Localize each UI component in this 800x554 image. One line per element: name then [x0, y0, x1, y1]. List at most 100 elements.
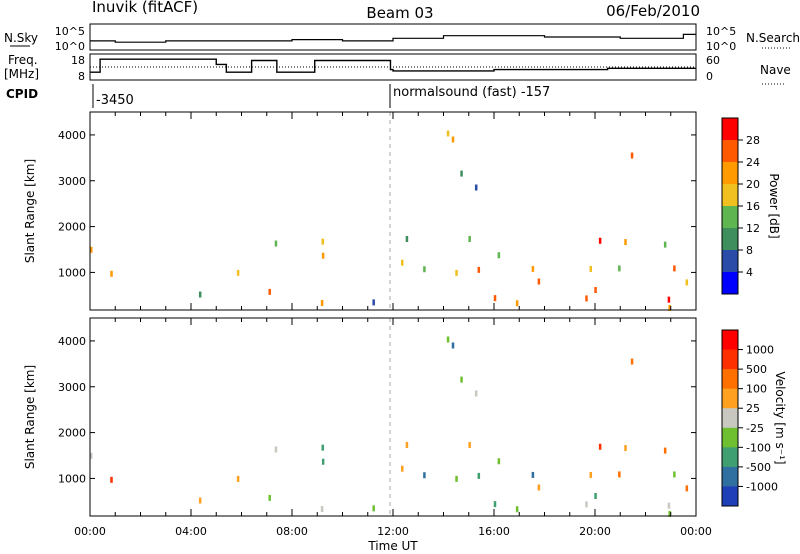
echo-cell — [663, 241, 667, 248]
colorbar-tick-label: 12 — [746, 222, 760, 235]
colorbar-tick-label: -1000 — [746, 480, 778, 493]
echo-cell — [585, 295, 588, 302]
echo-cell — [451, 342, 455, 349]
echo-cell — [274, 240, 278, 247]
power-colorbar-ticks: 28 24 20 16 12 8 4 — [738, 134, 760, 279]
beam-title: Beam 03 — [366, 4, 433, 22]
nsky-tick-high: 10^5 — [55, 25, 85, 38]
echo-cell — [531, 265, 535, 272]
x-axis-label: Time UT — [367, 539, 418, 553]
echo-cell — [537, 484, 541, 491]
echo-cell — [274, 446, 278, 453]
x-tick-label: 20:00 — [579, 525, 611, 538]
velocity-colorbar-ticks: 1000 500 100 25 -25 -100 -500 -1000 — [738, 344, 778, 493]
echo-cell — [400, 259, 404, 266]
echo-cell — [589, 265, 593, 272]
x-tick-label: 12:00 — [377, 525, 409, 538]
echo-cell — [594, 287, 597, 294]
power-y-label: Slant Range [km] — [23, 159, 37, 263]
echo-cell — [477, 472, 481, 479]
echo-cell — [321, 252, 325, 259]
colorbar-cell — [722, 408, 738, 429]
echo-cell — [268, 288, 271, 295]
colorbar-cell — [722, 349, 738, 370]
echo-cell — [668, 510, 671, 517]
echo-cell — [663, 447, 667, 454]
y-tick-label: 4000 — [58, 335, 86, 348]
echo-cell — [400, 465, 404, 472]
power-colorbar-cells — [722, 118, 738, 295]
echo-cell — [618, 265, 621, 272]
velocity-colorbar-cells — [722, 330, 738, 507]
cpid-row: CPID -3450 normalsound (fast) -157 — [6, 84, 550, 108]
echo-cell — [673, 265, 676, 272]
echo-cell — [667, 296, 671, 303]
nsky-label: N.Sky — [4, 31, 38, 45]
colorbar-cell — [722, 272, 738, 295]
velocity-x-axis: 00:00 04:00 08:00 12:00 16:00 20:00 00:00 — [74, 509, 712, 538]
echo-cell — [321, 238, 324, 245]
colorbar-tick-label: 500 — [746, 363, 767, 376]
colorbar-tick-label: -500 — [746, 461, 771, 474]
freq-tick-low: 8 — [78, 70, 85, 83]
echo-cell — [493, 295, 497, 302]
colorbar-cell — [722, 466, 738, 487]
echo-cell — [624, 445, 627, 452]
echo-cell — [537, 278, 541, 285]
nsearch-label: N.Search — [746, 31, 800, 45]
colorbar-cell — [722, 427, 738, 448]
echo-cell — [446, 336, 450, 343]
power-frame — [89, 111, 697, 311]
echo-cell — [685, 485, 689, 492]
x-tick-label: 16:00 — [478, 525, 510, 538]
colorbar-tick-label: 100 — [746, 383, 767, 396]
freq-trace — [90, 58, 696, 73]
echo-cell — [598, 237, 602, 244]
echo-cell — [321, 444, 324, 451]
x-tick-label: 00:00 — [74, 525, 106, 538]
nsky-tick-low: 10^0 — [55, 40, 85, 53]
echo-cell — [598, 443, 602, 450]
echo-cell — [372, 505, 375, 512]
echo-cell — [630, 152, 634, 159]
cpid-segment-2: normalsound (fast) -157 — [393, 85, 550, 100]
colorbar-cell — [722, 447, 738, 468]
echo-cell — [497, 458, 501, 465]
x-tick-label: 00:00 — [680, 525, 712, 538]
colorbar-tick-label: 1000 — [746, 344, 774, 357]
echo-cell — [477, 266, 481, 273]
velocity-y-axis: 1000 2000 3000 4000 — [58, 318, 696, 516]
echo-cell — [673, 471, 676, 478]
echo-cell — [236, 475, 240, 482]
nave-tick-high: 60 — [706, 54, 720, 67]
velocity-frame — [89, 317, 697, 517]
nsearch-tick-low: 10^0 — [706, 40, 736, 53]
echo-cell — [446, 130, 450, 137]
echo-cell — [515, 300, 519, 307]
date-title: 06/Feb/2010 — [606, 2, 700, 20]
y-tick-label: 2000 — [58, 427, 86, 440]
echo-cell — [515, 506, 519, 513]
colorbar-cell — [722, 118, 738, 141]
y-tick-label: 3000 — [58, 175, 86, 188]
echo-cell — [455, 269, 458, 276]
colorbar-cell — [722, 330, 738, 351]
colorbar-tick-label: 28 — [746, 134, 760, 147]
nsearch-tick-high: 10^5 — [706, 25, 736, 38]
echo-cell — [320, 506, 324, 513]
colorbar-tick-label: -100 — [746, 441, 771, 454]
power-colorbar: 28 24 20 16 12 8 4 Power [dB] — [721, 117, 781, 295]
colorbar-cell — [722, 388, 738, 409]
echo-cell — [455, 475, 458, 482]
velocity-heatmap-cells — [90, 336, 689, 517]
x-tick-label: 04:00 — [175, 525, 207, 538]
cpid-label: CPID — [6, 87, 38, 101]
echo-cell — [198, 497, 202, 504]
colorbar-tick-label: 24 — [746, 156, 760, 169]
echo-cell — [668, 304, 671, 311]
echo-cell — [90, 452, 93, 459]
colorbar-tick-label: 20 — [746, 178, 760, 191]
power-heatmap-cells — [90, 130, 689, 311]
nave-label: Nave — [760, 63, 791, 77]
